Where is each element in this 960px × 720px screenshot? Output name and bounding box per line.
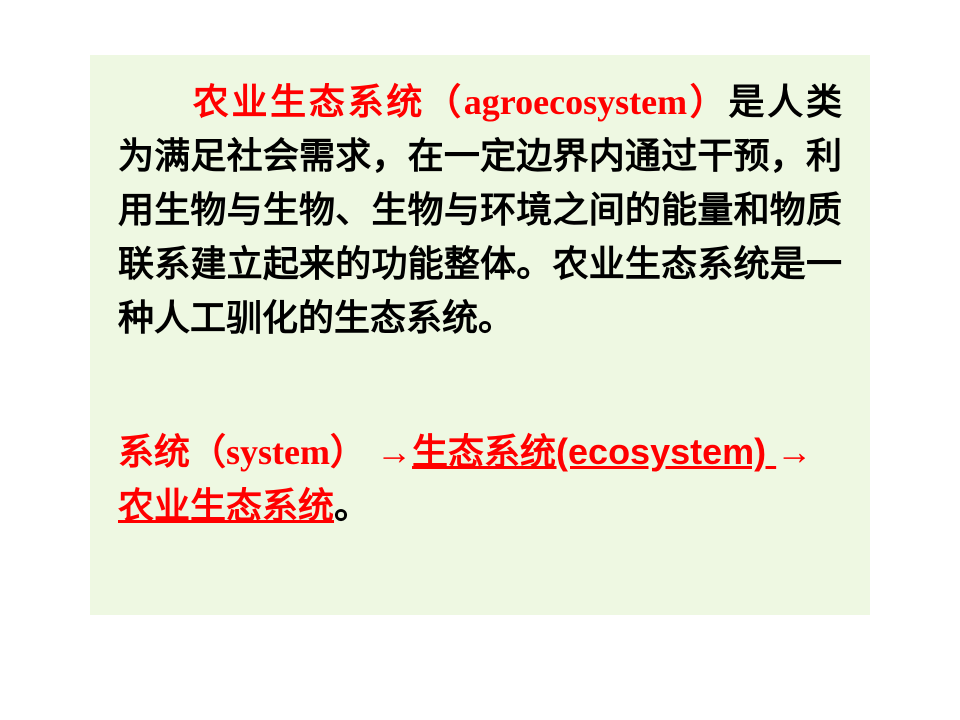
term-en: agroecosystem [464, 82, 687, 122]
system-close: ） [330, 431, 366, 472]
paragraph-hierarchy: 系统（system） →生态系统(ecosystem) → 农业生态系统。 [118, 425, 842, 533]
period: 。 [334, 485, 370, 526]
link-agroecosystem[interactable]: 农业生态系统 [118, 485, 334, 526]
term-close: ） [687, 81, 728, 122]
arrow-icon: → [776, 432, 812, 472]
link-ecosystem[interactable]: 生态系统(ecosystem) [412, 431, 776, 472]
system-cn: 系统（ [118, 431, 226, 472]
paragraph-definition: 农业生态系统（agroecosystem）是人类为满足社会需求，在一定边界内通过… [118, 75, 842, 345]
slide: 农业生态系统（agroecosystem）是人类为满足社会需求，在一定边界内通过… [0, 0, 960, 720]
content-box: 农业生态系统（agroecosystem）是人类为满足社会需求，在一定边界内通过… [90, 55, 870, 615]
term-cn: 农业生态系统（ [190, 81, 464, 122]
system-en: system [226, 432, 330, 472]
arrow-icon: → [376, 432, 412, 472]
